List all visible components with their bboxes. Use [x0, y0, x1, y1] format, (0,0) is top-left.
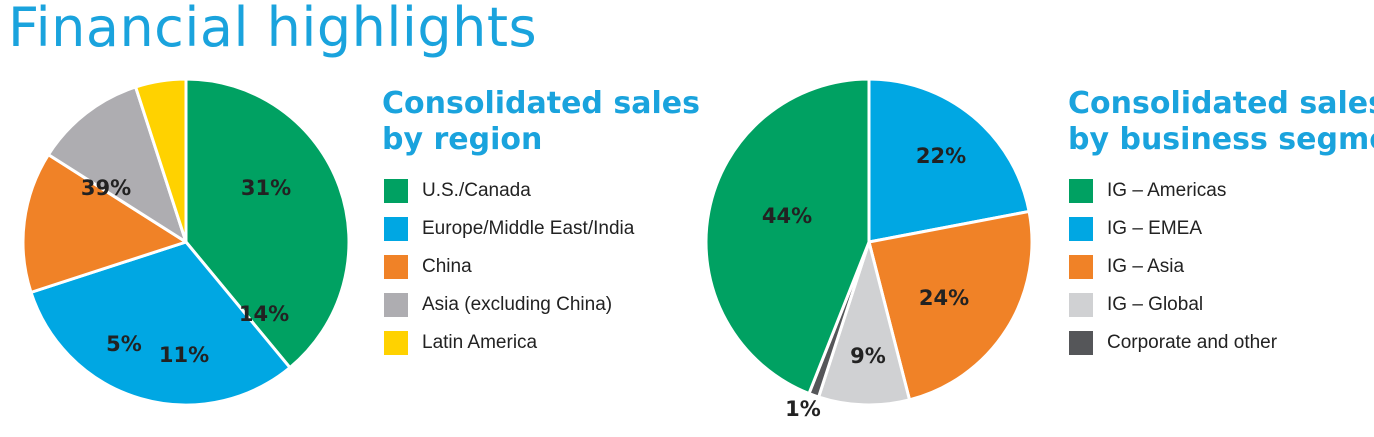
- slice-label: 14%: [239, 302, 289, 326]
- chart-title-line: Consolidated sales: [1068, 86, 1374, 121]
- slice-label: 31%: [241, 176, 291, 200]
- legend-swatch: [1069, 293, 1093, 317]
- chart-title-segment: Consolidated sales by business segment: [1068, 86, 1374, 158]
- legend-swatch: [384, 331, 408, 355]
- legend-item: IG – Global: [1069, 286, 1277, 324]
- legend-label: Asia (excluding China): [422, 294, 613, 315]
- slice-label: 5%: [106, 332, 142, 356]
- slice-label: 22%: [916, 144, 966, 168]
- legend-segment: IG – Americas IG – EMEA IG – Asia IG – Glob…: [1069, 172, 1277, 362]
- legend-item: Corporate and other: [1069, 324, 1277, 362]
- legend-label: IG – Global: [1107, 294, 1204, 315]
- legend-swatch: [1069, 331, 1093, 355]
- legend-swatch: [1069, 255, 1093, 279]
- chart-title-line: by business segment: [1068, 122, 1374, 157]
- legend-label: U.S./Canada: [422, 180, 531, 201]
- legend-swatch: [384, 255, 408, 279]
- pie-slice: [21, 153, 188, 294]
- legend-item: IG – Americas: [1069, 172, 1277, 210]
- legend-label: IG – EMEA: [1107, 218, 1203, 239]
- chart-title-region: Consolidated sales by region: [382, 86, 700, 158]
- pie-slice: [46, 85, 188, 244]
- chart-title-line: by region: [382, 122, 543, 157]
- page-title: Financial highlights: [8, 0, 538, 59]
- legend-item: Latin America: [384, 324, 634, 362]
- pie-slice: [817, 240, 912, 407]
- legend-swatch: [384, 217, 408, 241]
- legend-region: U.S./Canada Europe/Middle East/India China…: [384, 172, 634, 362]
- pie-slice: [867, 77, 1031, 244]
- slice-label: 9%: [850, 344, 886, 368]
- slice-label: 24%: [919, 286, 969, 310]
- pie-slice: [184, 77, 351, 370]
- legend-item: U.S./Canada: [384, 172, 634, 210]
- pie-slice: [134, 77, 188, 244]
- slice-label: 11%: [159, 343, 209, 367]
- legend-item: IG – Asia: [1069, 248, 1277, 286]
- legend-item: Asia (excluding China): [384, 286, 634, 324]
- legend-label: Europe/Middle East/India: [422, 218, 635, 239]
- legend-label: Corporate and other: [1107, 332, 1278, 353]
- legend-item: IG – EMEA: [1069, 210, 1277, 248]
- legend-label: Latin America: [422, 332, 538, 353]
- legend-swatch: [1069, 179, 1093, 203]
- legend-label: IG – Asia: [1107, 256, 1185, 277]
- pie-chart-region: 39% 31% 14% 11% 5%: [21, 77, 351, 407]
- legend-swatch: [384, 179, 408, 203]
- pie-slice: [704, 77, 871, 396]
- legend-item: Europe/Middle East/India: [384, 210, 634, 248]
- legend-swatch: [1069, 217, 1093, 241]
- slice-label: 44%: [762, 204, 812, 228]
- pie-chart-segment: 44% 22% 24% 9% 1%: [704, 77, 1034, 421]
- pie-slice: [29, 240, 292, 407]
- pie-slice: [867, 209, 1034, 402]
- legend-swatch: [384, 293, 408, 317]
- legend-label: IG – Americas: [1107, 180, 1227, 201]
- legend-item: China: [384, 248, 634, 286]
- legend-label: China: [422, 256, 472, 277]
- slice-label: 39%: [81, 176, 131, 200]
- chart-title-line: Consolidated sales: [382, 86, 700, 121]
- slice-label: 1%: [785, 397, 821, 421]
